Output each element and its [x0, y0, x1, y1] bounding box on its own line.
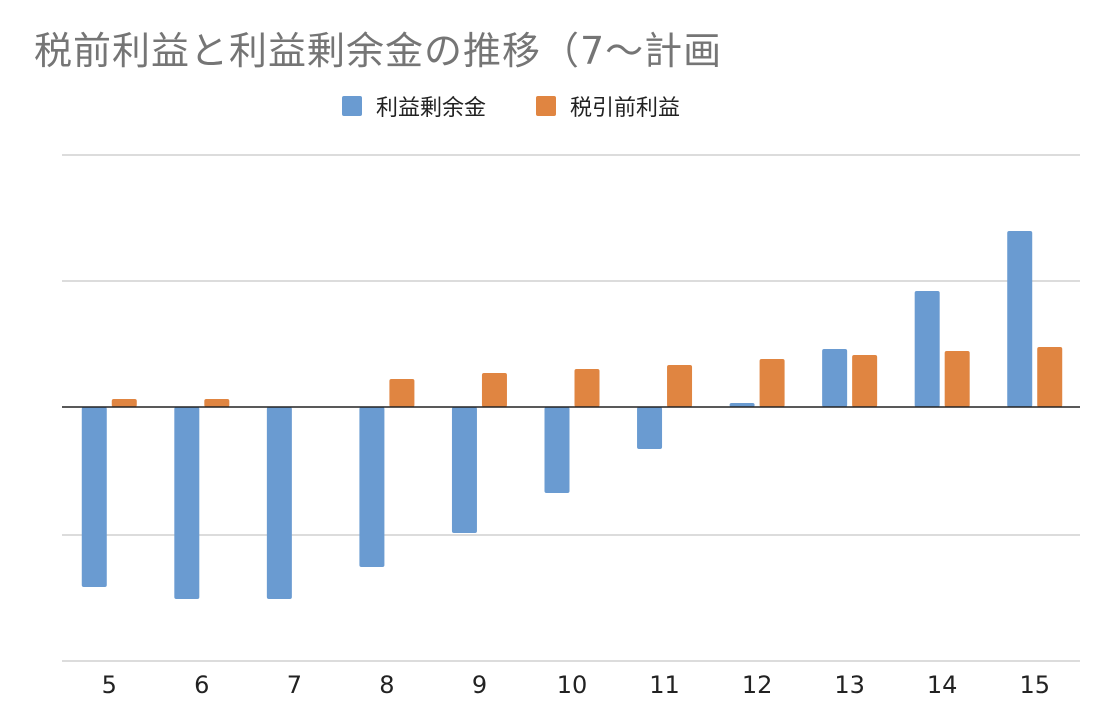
bar-retained-earnings: [729, 403, 755, 407]
x-tick-label: 10: [557, 671, 588, 699]
bar-retained-earnings: [1007, 231, 1033, 407]
bar-retained-earnings: [81, 407, 107, 587]
x-tick-label: 7: [287, 671, 302, 699]
bar-pretax-profit: [759, 359, 785, 407]
bar-pretax-profit: [1037, 347, 1063, 407]
bar-retained-earnings: [266, 407, 292, 599]
x-tick-label: 6: [194, 671, 209, 699]
legend-label-retained-earnings: 利益剰余金: [376, 96, 487, 121]
bar-pretax-profit: [389, 379, 415, 407]
x-tick-label: 12: [742, 671, 773, 699]
legend: 利益剰余金 税引前利益: [0, 86, 1100, 126]
bar-retained-earnings: [359, 407, 385, 567]
bar-pretax-profit: [204, 399, 230, 407]
x-tick-label: 13: [834, 671, 865, 699]
legend-item-retained-earnings: 利益剰余金: [342, 86, 486, 126]
x-tick-label: 5: [102, 671, 117, 699]
x-tick-label: 15: [1019, 671, 1050, 699]
bar-retained-earnings: [822, 349, 848, 407]
chart-title: 税前利益と利益剰余金の推移（7〜計画: [34, 29, 723, 73]
bar-pretax-profit: [574, 369, 600, 407]
x-tick-label: 14: [927, 671, 958, 699]
bar-pretax-profit: [667, 365, 693, 407]
bar-retained-earnings: [914, 291, 940, 407]
legend-item-pretax-profit: 税引前利益: [536, 86, 680, 126]
legend-swatch-retained-earnings: [342, 96, 362, 116]
bar-retained-earnings: [174, 407, 200, 599]
x-tick-label: 8: [379, 671, 394, 699]
bar-pretax-profit: [852, 355, 878, 407]
bar-pretax-profit: [481, 373, 507, 407]
bar-pretax-profit: [944, 351, 970, 407]
bar-retained-earnings: [637, 407, 663, 449]
legend-swatch-pretax-profit: [536, 96, 556, 116]
bar-pretax-profit: [111, 399, 137, 407]
x-tick-label: 9: [472, 671, 487, 699]
legend-label-pretax-profit: 税引前利益: [570, 96, 681, 121]
bar-retained-earnings: [544, 407, 570, 493]
x-tick-label: 11: [649, 671, 680, 699]
bar-retained-earnings: [451, 407, 477, 533]
